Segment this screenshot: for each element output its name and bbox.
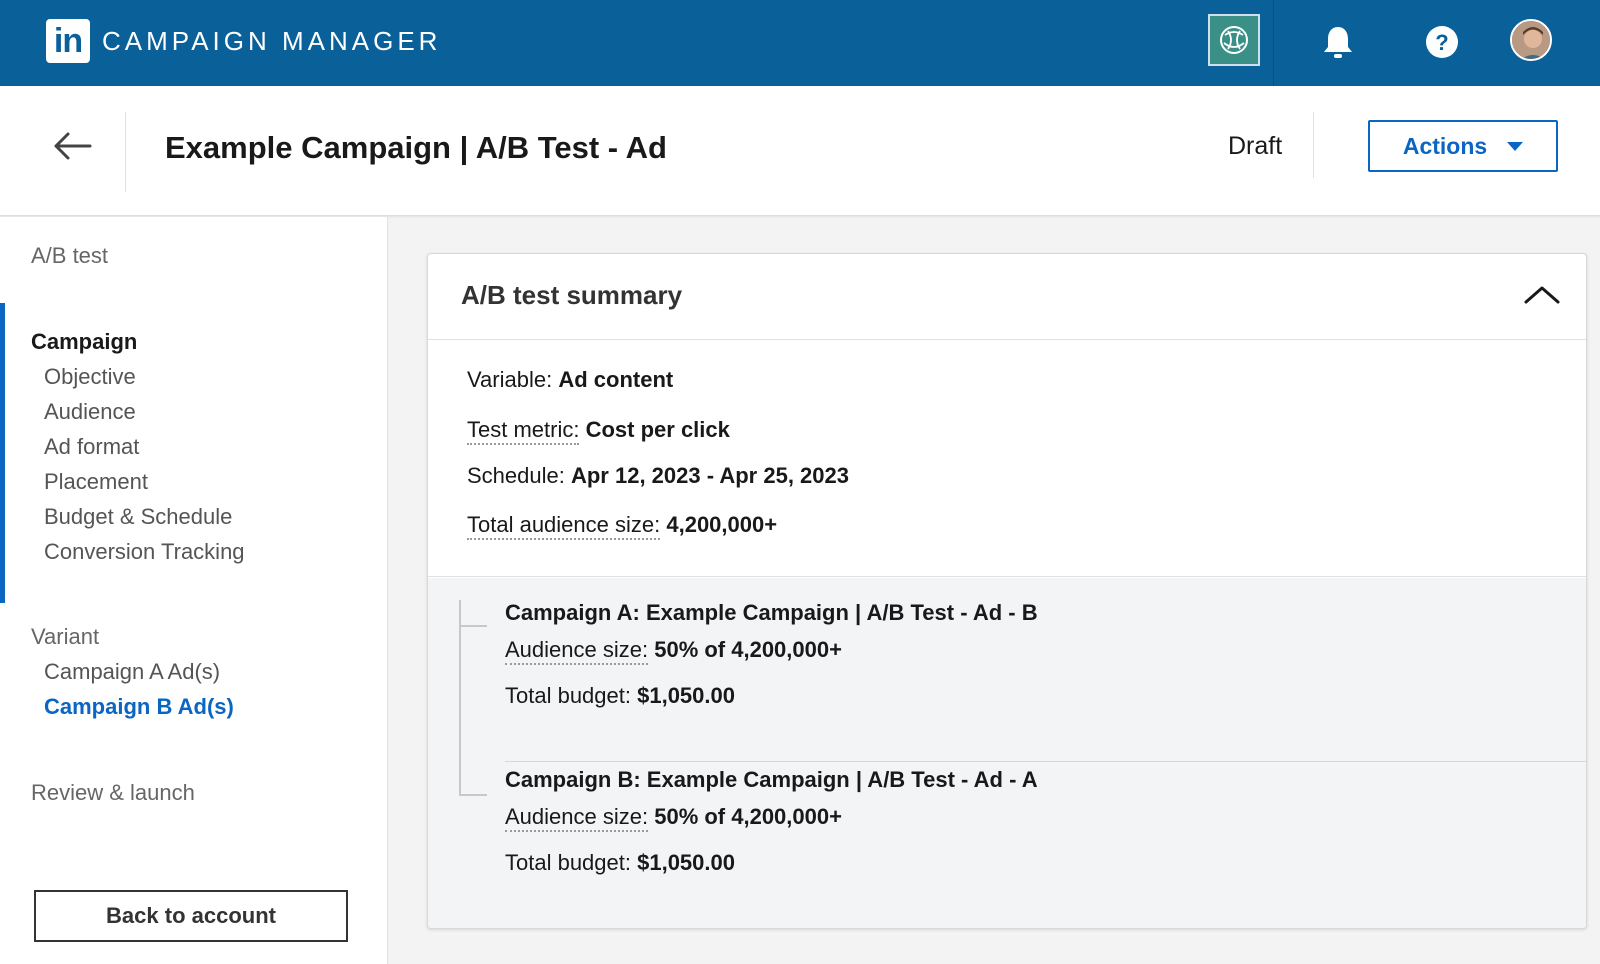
linkedin-logo[interactable]: in — [46, 19, 90, 63]
variant-a-budget-value: $1,050.00 — [637, 683, 735, 708]
actions-button-label: Actions — [1402, 132, 1488, 159]
variant-a-audience-label[interactable]: Audience size: — [505, 637, 649, 665]
sidebar-active-section-indicator — [0, 303, 5, 603]
tree-connector — [459, 625, 487, 627]
page-header: Example Campaign | A/B Test - Ad Draft A… — [0, 86, 1600, 216]
variant-a-budget-label: Total budget: — [505, 683, 631, 708]
ai-assistant-icon[interactable] — [1208, 14, 1260, 66]
variant-b-audience-row: Audience size: 50% of 4,200,000+ — [505, 804, 842, 832]
avatar[interactable] — [1510, 19, 1552, 61]
variant-divider — [505, 761, 1586, 762]
variant-b-audience-label[interactable]: Audience size: — [505, 804, 649, 832]
sidebar: A/B test Campaign Objective Audience Ad … — [0, 217, 388, 964]
actions-button[interactable]: Actions — [1368, 120, 1558, 172]
total-audience-value: 4,200,000+ — [666, 512, 778, 537]
back-arrow-icon[interactable] — [50, 130, 94, 162]
sidebar-item-ab-test[interactable]: A/B test — [31, 243, 109, 268]
variant-a-budget-row: Total budget: $1,050.00 — [505, 683, 735, 709]
ab-test-summary-card: A/B test summary Variable: Ad content Te… — [427, 253, 1587, 929]
status-label: Draft — [1228, 132, 1283, 160]
sidebar-item-review-launch[interactable]: Review & launch — [31, 780, 195, 805]
variant-a-title: Campaign A: Example Campaign | A/B Test … — [505, 600, 1038, 625]
variable-value: Ad content — [558, 367, 674, 392]
variants-section: Campaign A: Example Campaign | A/B Test … — [428, 578, 1586, 928]
variable-row: Variable: Ad content — [467, 367, 673, 393]
variant-b-budget-row: Total budget: $1,050.00 — [505, 850, 735, 876]
variant-b-title: Campaign B: Example Campaign | A/B Test … — [505, 767, 1038, 792]
sidebar-item-audience[interactable]: Audience — [44, 399, 136, 424]
sidebar-item-objective[interactable]: Objective — [44, 364, 136, 389]
total-audience-row: Total audience size: 4,200,000+ — [467, 512, 778, 540]
back-to-account-button[interactable]: Back to account — [34, 890, 348, 942]
top-navbar: in CAMPAIGN MANAGER ? — [0, 0, 1600, 86]
app-title: CAMPAIGN MANAGER — [102, 26, 442, 56]
schedule-row: Schedule: Apr 12, 2023 - Apr 25, 2023 — [467, 463, 849, 489]
tree-connector — [459, 794, 487, 796]
sidebar-item-budget-schedule[interactable]: Budget & Schedule — [44, 504, 233, 529]
tree-connector — [459, 600, 461, 796]
sidebar-item-ad-format[interactable]: Ad format — [44, 434, 140, 459]
total-audience-label[interactable]: Total audience size: — [467, 512, 661, 540]
card-title: A/B test summary — [461, 280, 683, 310]
test-metric-row: Test metric: Cost per click — [467, 417, 730, 445]
chevron-up-icon[interactable] — [1522, 280, 1562, 310]
test-metric-label[interactable]: Test metric: — [467, 417, 580, 445]
variant-b-budget-value: $1,050.00 — [637, 850, 735, 875]
topbar-divider — [1273, 0, 1274, 86]
summary-details: Variable: Ad content Test metric: Cost p… — [428, 341, 1586, 577]
sidebar-heading-variant[interactable]: Variant — [31, 624, 100, 649]
schedule-value: Apr 12, 2023 - Apr 25, 2023 — [570, 463, 849, 488]
page-title: Example Campaign | A/B Test - Ad — [165, 130, 667, 165]
svg-text:?: ? — [1435, 30, 1448, 55]
caret-down-icon — [1507, 141, 1524, 151]
sidebar-item-campaign-a-ads[interactable]: Campaign A Ad(s) — [44, 659, 221, 684]
bell-icon[interactable] — [1316, 20, 1360, 64]
schedule-label: Schedule: — [467, 463, 565, 488]
variable-label: Variable: — [467, 367, 553, 392]
sidebar-item-campaign-b-ads[interactable]: Campaign B Ad(s) — [44, 694, 234, 719]
sidebar-item-placement[interactable]: Placement — [44, 469, 148, 494]
variant-a-audience-value: 50% of 4,200,000+ — [654, 637, 842, 662]
card-header: A/B test summary — [428, 254, 1586, 340]
sidebar-item-conversion-tracking[interactable]: Conversion Tracking — [44, 539, 245, 564]
test-metric-value: Cost per click — [585, 417, 730, 442]
header-divider — [125, 112, 126, 192]
variant-b-budget-label: Total budget: — [505, 850, 631, 875]
variant-a-audience-row: Audience size: 50% of 4,200,000+ — [505, 637, 842, 665]
header-divider — [1313, 112, 1314, 178]
sidebar-heading-campaign[interactable]: Campaign — [31, 329, 138, 354]
help-icon[interactable]: ? — [1420, 20, 1464, 64]
variant-b-audience-value: 50% of 4,200,000+ — [654, 804, 842, 829]
